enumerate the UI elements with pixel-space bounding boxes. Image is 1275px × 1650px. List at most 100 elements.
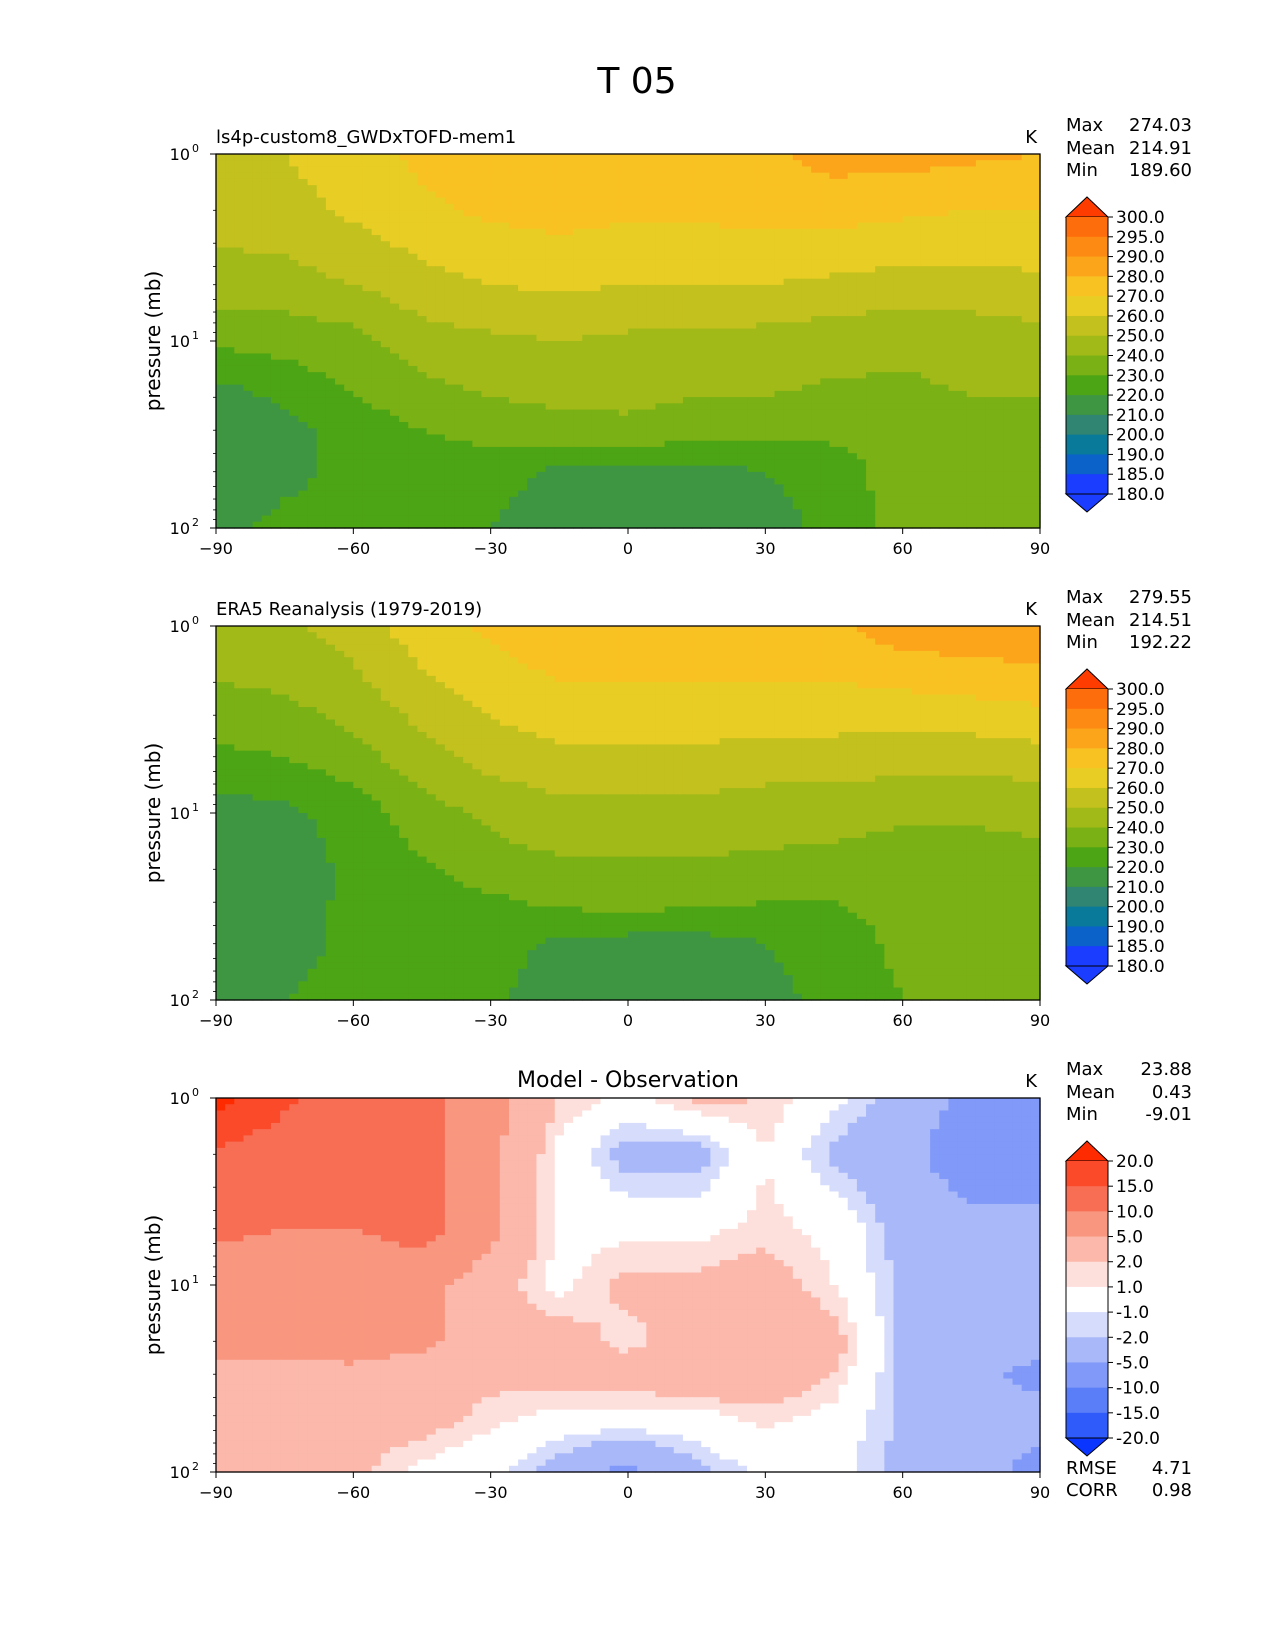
field-cell	[371, 178, 382, 186]
field-cell	[408, 297, 419, 305]
field-cell	[948, 222, 959, 230]
field-cell	[380, 303, 391, 311]
field-cell	[463, 434, 473, 442]
field-cell	[646, 384, 657, 392]
field-cell	[646, 390, 657, 398]
field-cell	[252, 166, 263, 174]
field-cell	[939, 471, 950, 479]
field-cell	[673, 372, 684, 379]
field-cell	[261, 266, 272, 274]
field-cell	[911, 235, 922, 242]
field-cell	[985, 453, 995, 461]
field-cell	[454, 496, 464, 504]
field-cell	[957, 415, 968, 423]
field-cell	[307, 341, 318, 348]
field-cell	[920, 309, 931, 317]
field-cell	[573, 453, 583, 461]
field-cell	[270, 422, 281, 429]
field-cell	[893, 291, 904, 298]
field-cell	[600, 409, 611, 417]
field-cell	[737, 353, 748, 361]
field-cell	[856, 478, 867, 485]
field-cell	[747, 334, 757, 342]
field-cell	[1012, 453, 1023, 461]
field-cell	[774, 266, 785, 274]
field-cell	[957, 471, 968, 479]
field-cell	[417, 365, 428, 373]
field-cell	[692, 309, 702, 317]
field-cell	[838, 397, 849, 404]
field-cell	[280, 334, 290, 342]
field-cell	[975, 253, 986, 261]
field-cell	[252, 297, 263, 305]
field-cell	[344, 309, 354, 317]
field-cell	[939, 372, 950, 379]
field-cell	[408, 178, 419, 186]
field-cell	[884, 446, 895, 454]
field-cell	[1003, 384, 1014, 392]
field-cell	[783, 178, 794, 186]
field-cell	[225, 359, 235, 367]
field-cell	[875, 347, 885, 355]
field-cell	[463, 446, 473, 454]
field-cell	[820, 178, 831, 186]
field-cell	[692, 390, 702, 398]
field-cell	[975, 478, 986, 485]
field-cell	[756, 191, 766, 199]
field-cell	[838, 353, 849, 361]
field-cell	[563, 266, 574, 274]
field-cell	[966, 309, 977, 317]
field-cell	[518, 241, 528, 249]
field-cell	[298, 166, 309, 174]
field-cell	[444, 291, 455, 298]
field-cell	[609, 203, 620, 211]
field-cell	[335, 166, 345, 174]
field-cell	[628, 160, 638, 168]
field-cell	[399, 471, 409, 479]
field-cell	[389, 278, 400, 286]
field-cell	[435, 422, 446, 429]
field-cell	[389, 328, 400, 336]
field-cell	[545, 241, 556, 249]
field-cell	[609, 428, 620, 436]
field-cell	[307, 471, 318, 479]
field-cell	[261, 428, 272, 436]
field-cell	[472, 440, 483, 448]
field-cell	[1003, 259, 1014, 267]
field-cell	[774, 378, 785, 386]
field-cell	[225, 328, 235, 336]
field-cell	[884, 403, 895, 411]
field-cell	[673, 185, 684, 192]
field-cell	[243, 178, 254, 186]
field-cell	[966, 434, 977, 442]
field-cell	[847, 440, 858, 448]
field-cell	[582, 210, 592, 217]
field-cell	[792, 216, 803, 224]
field-cell	[335, 378, 345, 386]
field-cell	[737, 235, 748, 242]
field-cell	[316, 228, 327, 236]
field-cell	[252, 490, 263, 498]
field-cell	[920, 446, 931, 454]
field-cell	[399, 259, 409, 267]
field-cell	[893, 465, 904, 473]
field-cell	[939, 390, 950, 398]
field-cell	[362, 272, 373, 280]
field-cell	[280, 496, 290, 504]
field-cell	[243, 403, 254, 411]
field-cell	[856, 378, 867, 386]
field-cell	[911, 197, 922, 205]
field-cell	[609, 415, 620, 423]
field-cell	[911, 471, 922, 479]
field-cell	[389, 235, 400, 242]
field-cell	[316, 465, 327, 473]
field-cell	[573, 347, 583, 355]
field-cell	[655, 278, 666, 286]
field-cell	[563, 235, 574, 242]
field-cell	[829, 222, 840, 230]
field-cell	[527, 378, 538, 386]
field-cell	[518, 191, 528, 199]
field-cell	[481, 490, 492, 498]
field-cell	[801, 490, 812, 498]
field-cell	[838, 434, 849, 442]
